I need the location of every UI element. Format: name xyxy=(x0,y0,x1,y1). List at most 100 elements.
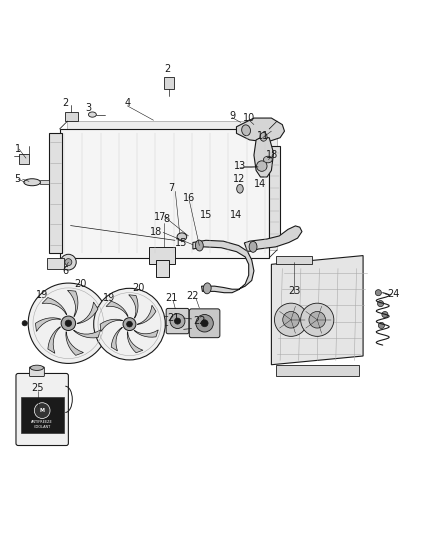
Text: 21: 21 xyxy=(165,293,177,303)
Text: 14: 14 xyxy=(254,180,266,189)
Ellipse shape xyxy=(260,133,267,141)
Polygon shape xyxy=(237,118,285,142)
Text: 6: 6 xyxy=(62,266,68,276)
FancyBboxPatch shape xyxy=(29,367,44,376)
Circle shape xyxy=(309,311,325,328)
Circle shape xyxy=(65,259,72,265)
Polygon shape xyxy=(134,330,158,337)
Bar xyxy=(276,365,359,376)
Circle shape xyxy=(170,313,185,328)
Circle shape xyxy=(378,322,385,328)
Text: M: M xyxy=(40,408,45,413)
Polygon shape xyxy=(67,290,78,317)
Ellipse shape xyxy=(30,365,43,370)
Text: 19: 19 xyxy=(103,293,115,303)
Ellipse shape xyxy=(88,112,96,117)
Circle shape xyxy=(283,311,299,328)
Circle shape xyxy=(196,314,213,332)
Text: ANTIFREEZE: ANTIFREEZE xyxy=(31,420,53,424)
FancyBboxPatch shape xyxy=(166,309,189,334)
Text: 21: 21 xyxy=(167,313,180,323)
Polygon shape xyxy=(111,327,122,351)
Ellipse shape xyxy=(195,240,203,251)
Bar xyxy=(163,77,174,89)
Bar xyxy=(40,180,49,184)
Polygon shape xyxy=(244,226,302,251)
Text: 8: 8 xyxy=(163,214,170,224)
Text: 12: 12 xyxy=(233,174,246,184)
Bar xyxy=(149,247,175,264)
Circle shape xyxy=(275,303,307,336)
Circle shape xyxy=(65,320,71,327)
Text: 4: 4 xyxy=(124,98,131,108)
Text: COOLANT: COOLANT xyxy=(34,425,51,429)
Text: 3: 3 xyxy=(85,103,91,113)
Ellipse shape xyxy=(264,156,272,163)
Polygon shape xyxy=(138,305,156,325)
Polygon shape xyxy=(42,297,67,314)
Bar xyxy=(19,154,29,164)
Circle shape xyxy=(123,318,136,330)
Polygon shape xyxy=(127,332,143,353)
Circle shape xyxy=(174,318,180,324)
Text: 20: 20 xyxy=(132,284,145,293)
Text: 2: 2 xyxy=(62,98,68,108)
Ellipse shape xyxy=(237,184,243,193)
FancyBboxPatch shape xyxy=(16,374,68,446)
Text: 22: 22 xyxy=(193,316,205,326)
Circle shape xyxy=(257,161,267,171)
Circle shape xyxy=(61,316,76,330)
Bar xyxy=(155,260,169,277)
Bar xyxy=(49,133,62,253)
Bar xyxy=(276,256,312,264)
FancyBboxPatch shape xyxy=(21,398,64,433)
Circle shape xyxy=(201,320,208,327)
Text: 5: 5 xyxy=(14,174,21,184)
Circle shape xyxy=(300,303,334,336)
Text: 23: 23 xyxy=(288,286,300,295)
Circle shape xyxy=(34,403,50,418)
Bar xyxy=(46,258,64,269)
Polygon shape xyxy=(35,318,60,332)
Ellipse shape xyxy=(242,125,251,136)
Polygon shape xyxy=(66,332,84,356)
Ellipse shape xyxy=(249,241,257,252)
Polygon shape xyxy=(106,301,128,317)
Polygon shape xyxy=(74,330,101,338)
Bar xyxy=(65,111,78,121)
Text: 18: 18 xyxy=(266,150,279,160)
Text: 13: 13 xyxy=(234,161,246,171)
Polygon shape xyxy=(254,138,274,177)
Text: 24: 24 xyxy=(388,288,400,298)
Circle shape xyxy=(60,254,76,270)
Polygon shape xyxy=(48,327,60,353)
Circle shape xyxy=(382,311,388,318)
Text: 14: 14 xyxy=(230,210,242,220)
Text: 19: 19 xyxy=(36,290,48,300)
Circle shape xyxy=(127,321,132,327)
Ellipse shape xyxy=(24,179,40,185)
Circle shape xyxy=(22,321,27,326)
Text: 15: 15 xyxy=(200,210,212,220)
Text: 18: 18 xyxy=(149,228,162,237)
Circle shape xyxy=(378,301,384,306)
Circle shape xyxy=(28,283,109,364)
Bar xyxy=(269,147,280,240)
Polygon shape xyxy=(77,302,98,324)
Text: 7: 7 xyxy=(168,183,174,193)
Circle shape xyxy=(375,289,381,296)
Text: 10: 10 xyxy=(243,113,255,123)
Text: 2: 2 xyxy=(164,64,171,74)
Text: 1: 1 xyxy=(15,143,21,154)
Bar xyxy=(60,129,269,258)
Text: 25: 25 xyxy=(32,383,44,393)
Polygon shape xyxy=(193,240,254,293)
Ellipse shape xyxy=(177,233,187,241)
Text: 22: 22 xyxy=(187,291,199,301)
Polygon shape xyxy=(129,295,138,318)
Ellipse shape xyxy=(203,283,211,294)
Polygon shape xyxy=(272,256,363,365)
Polygon shape xyxy=(100,319,123,332)
Text: 17: 17 xyxy=(154,212,167,222)
Text: 11: 11 xyxy=(257,132,269,141)
